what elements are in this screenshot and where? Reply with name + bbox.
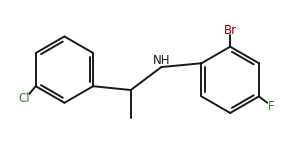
Text: NH: NH — [153, 54, 170, 67]
Text: Br: Br — [224, 24, 237, 37]
Text: F: F — [268, 100, 275, 113]
Text: Cl: Cl — [18, 92, 30, 105]
